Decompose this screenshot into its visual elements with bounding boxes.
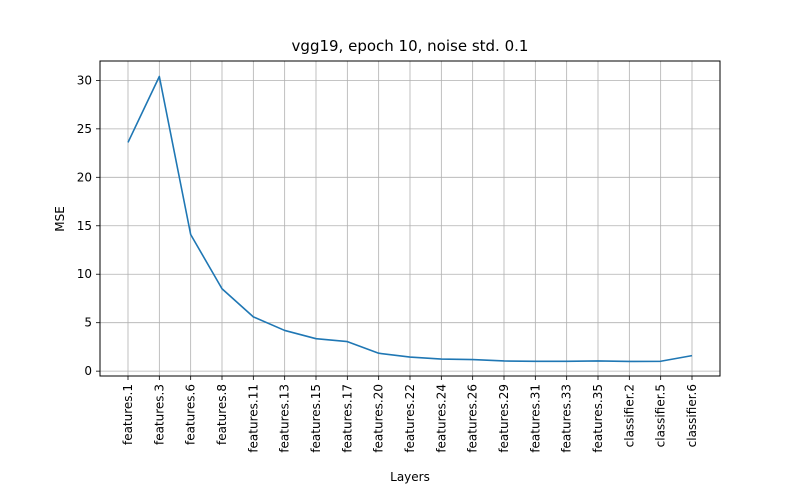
data-point [472,359,474,361]
data-point [534,360,536,362]
x-tick-label: features.33 [560,384,574,453]
x-tick-label: features.15 [309,384,323,453]
y-tick-label: 20 [77,170,92,184]
x-tick-label: classifier.5 [654,384,668,447]
x-tick-label: features.20 [372,384,386,453]
data-point [221,288,223,290]
x-axis-label: Layers [390,470,430,484]
data-point [691,355,693,357]
y-tick-label: 30 [77,73,92,87]
data-point [346,341,348,343]
x-tick-label: features.11 [246,384,260,453]
data-point [190,233,192,235]
y-tick-label: 15 [77,219,92,233]
x-tick-label: features.8 [215,384,229,445]
grid [100,61,720,376]
y-tick-label: 5 [84,316,92,330]
y-axis-label: MSE [53,206,67,232]
data-point [315,338,317,340]
data-point [566,360,568,362]
data-point [660,360,662,362]
chart-title: vgg19, epoch 10, noise std. 0.1 [292,37,529,55]
x-tick-label: features.6 [184,384,198,445]
x-tick-label: classifier.2 [622,384,636,447]
x-tick-label: features.31 [528,384,542,453]
data-point [158,76,160,78]
x-tick-label: features.26 [466,384,480,453]
x-tick-label: features.17 [340,384,354,453]
x-tick-label: features.35 [591,384,605,453]
data-point [284,329,286,331]
x-tick-label: features.13 [278,384,292,453]
x-tick-label: features.22 [403,384,417,453]
data-point [440,358,442,360]
y-tick-label: 25 [77,122,92,136]
y-tick-label: 10 [77,267,92,281]
y-tick-label: 0 [84,364,92,378]
x-tick-label: features.3 [152,384,166,445]
data-point [597,360,599,362]
x-tick-label: features.24 [434,384,448,453]
series-layer [127,75,693,363]
ticks: features.1 features.3 features.6 features.8… [77,73,699,452]
x-tick-label: features.1 [121,384,135,445]
data-point [127,141,129,143]
data-point [252,316,254,318]
data-point [628,360,630,362]
x-tick-label: classifier.6 [685,384,699,447]
series-line [127,75,693,363]
data-point [409,356,411,358]
x-tick-label: features.29 [497,384,511,453]
data-point [378,352,380,354]
data-point [503,360,505,362]
